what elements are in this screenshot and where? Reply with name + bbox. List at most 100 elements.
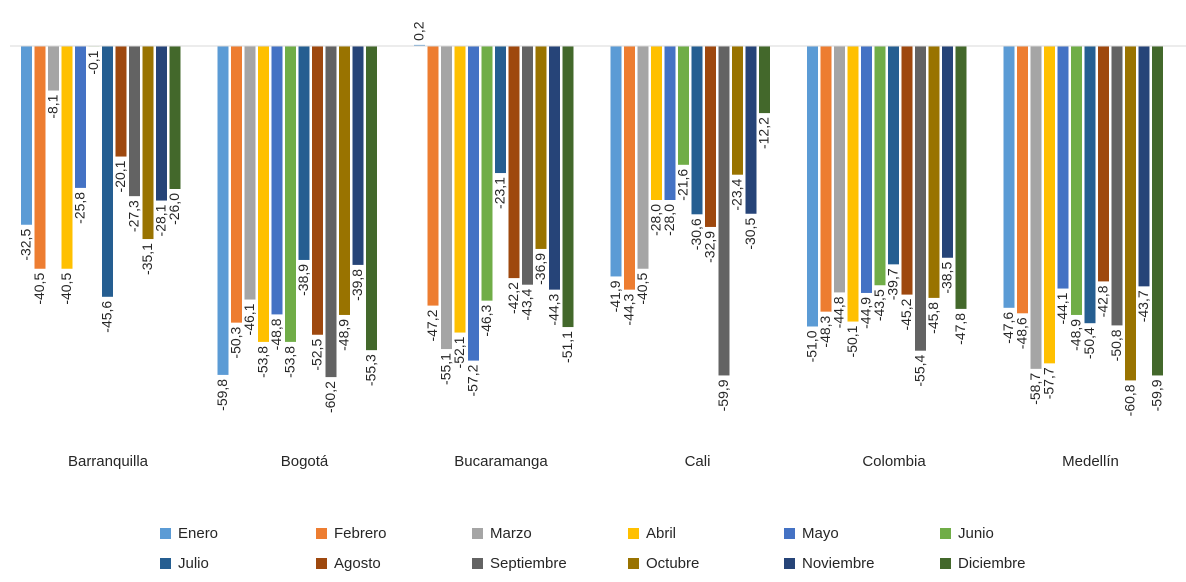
data-label: -39,7 xyxy=(885,268,901,300)
bar-cali-junio xyxy=(678,46,689,165)
data-label: -21,6 xyxy=(675,169,691,201)
data-label: -36,9 xyxy=(532,253,548,285)
data-label: -47,8 xyxy=(952,313,968,345)
data-label: -12,2 xyxy=(756,117,772,149)
data-label: -30,5 xyxy=(742,218,758,250)
legend-item: Mayo xyxy=(784,522,940,544)
data-label: -43,7 xyxy=(1135,290,1151,322)
category-label: Bogotá xyxy=(281,453,329,470)
legend-label: Marzo xyxy=(490,524,532,542)
legend-item: Abril xyxy=(628,522,784,544)
data-label: -50,4 xyxy=(1081,327,1097,359)
bar-barranquilla-abril xyxy=(61,46,73,269)
legend-item: Julio xyxy=(160,552,316,574)
legend-swatch xyxy=(628,527,639,539)
data-label: -55,4 xyxy=(912,354,928,386)
bar-cali-diciembre xyxy=(759,46,770,114)
data-label: -58,7 xyxy=(1027,373,1043,405)
data-label: -55,1 xyxy=(438,353,454,385)
bar-colombia-septiembre xyxy=(915,46,926,351)
bar-bogotá-abril xyxy=(258,46,269,342)
data-label: -51,1 xyxy=(559,331,575,363)
data-label: -27,3 xyxy=(126,200,142,232)
data-label: -39,8 xyxy=(349,269,365,301)
data-label: -47,6 xyxy=(1000,312,1016,344)
legend-item: Diciembre xyxy=(940,552,1096,574)
legend-label: Diciembre xyxy=(958,554,1026,572)
bar-medellín-mayo xyxy=(1057,46,1069,289)
bar-cali-mayo xyxy=(664,46,676,200)
bar-barranquilla-julio xyxy=(102,46,113,297)
bar-cali-agosto xyxy=(705,46,716,227)
legend-swatch xyxy=(784,557,795,569)
legend-item: Marzo xyxy=(472,522,628,544)
bar-cali-noviembre xyxy=(745,46,757,214)
bar-medellín-junio xyxy=(1071,46,1082,315)
data-label: -59,9 xyxy=(1149,379,1165,411)
legend-item: Noviembre xyxy=(784,552,940,574)
bar-colombia-febrero xyxy=(820,46,832,312)
data-label: -55,3 xyxy=(363,354,379,386)
category-label: Bucaramanga xyxy=(454,453,548,470)
data-label: -28,1 xyxy=(153,204,169,236)
bar-colombia-junio xyxy=(874,46,886,286)
bar-colombia-agosto xyxy=(901,46,913,295)
data-label: -30,6 xyxy=(688,218,704,250)
bar-medellín-febrero xyxy=(1017,46,1028,314)
bar-barranquilla-octubre xyxy=(142,46,154,240)
data-label: -23,1 xyxy=(492,177,508,209)
category-label: Barranquilla xyxy=(68,453,149,470)
data-label: -59,9 xyxy=(715,379,731,411)
bar-medellín-abril xyxy=(1044,46,1055,364)
legend: Enero Febrero Marzo Abril Mayo Junio Julio Agos… xyxy=(160,522,1096,574)
bar-bucaramanga-julio xyxy=(495,46,506,174)
data-label: -20,1 xyxy=(112,160,128,192)
bar-barranquilla-agosto xyxy=(115,46,127,157)
data-label: -44,3 xyxy=(621,293,637,325)
data-label: -53,8 xyxy=(282,346,298,378)
bar-colombia-marzo xyxy=(834,46,845,293)
data-label: -46,3 xyxy=(478,304,494,336)
legend-item: Enero xyxy=(160,522,316,544)
data-label: -38,9 xyxy=(295,264,311,296)
data-label: -60,2 xyxy=(322,381,338,413)
bar-bogotá-febrero xyxy=(231,46,242,323)
bar-colombia-julio xyxy=(888,46,899,265)
bar-cali-enero xyxy=(610,46,622,277)
data-label: -52,5 xyxy=(309,339,325,371)
data-label: -44,9 xyxy=(858,297,874,329)
bar-colombia-enero xyxy=(807,46,818,327)
data-label: -40,5 xyxy=(634,273,650,305)
legend-swatch xyxy=(160,557,171,569)
bar-colombia-noviembre xyxy=(942,46,953,258)
bar-cali-septiembre xyxy=(718,46,730,376)
legend-label: Julio xyxy=(178,554,209,572)
bar-bogotá-julio xyxy=(298,46,310,260)
data-label: -50,1 xyxy=(844,325,860,357)
bar-medellín-octubre xyxy=(1125,46,1136,381)
data-label: -57,7 xyxy=(1041,367,1057,399)
data-label: -51,0 xyxy=(804,330,820,362)
bar-barranquilla-mayo xyxy=(75,46,86,188)
bar-bucaramanga-noviembre xyxy=(549,46,560,290)
bar-bucaramanga-enero xyxy=(414,44,425,46)
legend-label: Abril xyxy=(646,524,677,542)
data-label: -59,8 xyxy=(214,379,230,411)
data-label: -40,5 xyxy=(31,273,47,305)
legend-label: Mayo xyxy=(802,524,839,542)
bar-bucaramanga-febrero xyxy=(427,46,439,306)
bar-medellín-noviembre xyxy=(1138,46,1150,287)
bar-barranquilla-diciembre xyxy=(169,46,181,189)
data-label: -52,1 xyxy=(451,336,467,368)
category-label: Medellín xyxy=(1062,453,1119,470)
bar-barranquilla-septiembre xyxy=(129,46,140,197)
bar-bogotá-septiembre xyxy=(325,46,337,378)
data-label: -38,5 xyxy=(939,262,955,294)
data-label: -40,5 xyxy=(58,273,74,305)
bar-medellín-septiembre xyxy=(1111,46,1123,326)
data-label: -26,0 xyxy=(166,193,182,225)
data-label: -43,4 xyxy=(519,288,535,320)
category-label: Colombia xyxy=(862,453,926,470)
data-label: 0,2 xyxy=(411,21,427,41)
bar-medellín-agosto xyxy=(1098,46,1109,282)
